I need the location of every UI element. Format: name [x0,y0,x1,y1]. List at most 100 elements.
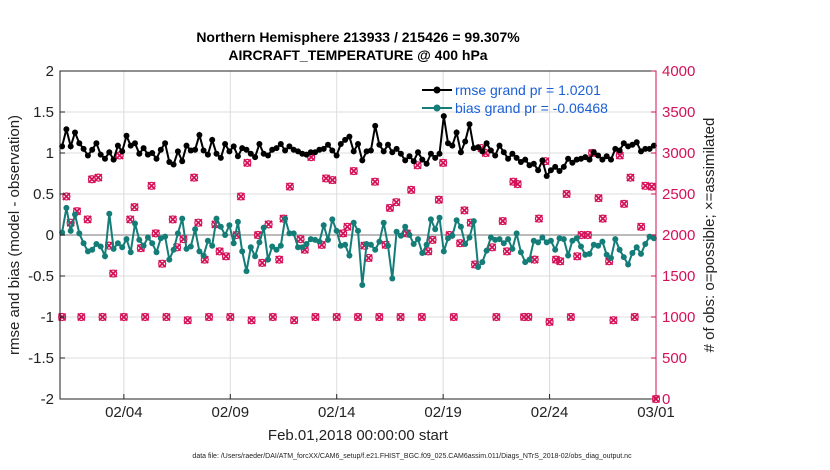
obs-possible-marker [349,166,358,176]
obs-assimilated-marker [487,243,497,252]
rmse-point [372,122,379,129]
rmse-point [560,163,567,170]
obs-count-point [353,312,363,322]
obs-count-point [268,312,277,322]
y-tick-label: -2 [41,391,54,408]
bias-point [256,239,263,246]
obs-count-point [109,269,118,278]
bias-point [67,227,74,234]
rmse-point [76,140,83,147]
obs-count-point [285,182,295,191]
y-tick-label: 2 [46,63,54,80]
obs-assimilated-marker [141,312,150,322]
bias-point [303,241,310,247]
obs-possible-marker [162,312,171,322]
obs-possible-marker [183,316,192,325]
bias-point [359,282,366,288]
bias-point [629,250,636,256]
bias-point [419,250,426,256]
obs-count-point [221,252,231,261]
obs-possible-marker [449,312,458,322]
obs-possible-marker [583,230,592,240]
x-axis-label: Feb.01,2018 00:00:00 start [268,427,449,444]
rmse-point [346,133,353,140]
rmse-point [217,154,224,161]
bias-point [595,242,602,249]
obs-possible-marker [83,215,92,224]
obs-assimilated-marker [98,312,107,322]
bias-point [350,219,357,226]
obs-possible-marker [285,182,294,191]
obs-possible-marker [264,220,273,229]
obs-count-point [385,203,395,213]
x-ticks: 02/04 02/09 02/14 02/19 02/24 03/01 [105,394,675,421]
obs-possible-marker [594,194,603,203]
bias-point [509,245,516,252]
rmse-point [646,145,653,152]
rmse-point [569,159,576,166]
obs-possible-marker [407,185,416,194]
obs-assimilated-marker [498,216,507,226]
x-tick-label: 02/14 [318,404,356,421]
bias-point [505,236,512,243]
obs-assimilated-marker [168,215,177,224]
obs-count-point [343,222,352,231]
rmse-point [466,121,473,128]
rmse-point [380,148,387,155]
bias-point [393,228,400,235]
obs-assimilated-marker [243,158,252,167]
obs-assimilated-marker [609,316,618,325]
bias-point [144,234,151,241]
rmse-point [123,132,130,139]
rmse-point [509,150,516,157]
rmse-point [453,129,460,136]
rmse-point [440,113,447,120]
rmse-point [590,149,597,156]
bias-point [277,242,284,249]
obs-count-point [98,312,107,322]
bias-point [119,244,126,251]
obs-possible-marker [158,259,167,268]
obs-count-point [428,235,437,245]
bias-point [299,244,306,251]
obs-count-point [545,317,554,327]
rmse-point [230,143,237,150]
obs-assimilated-marker [594,193,603,203]
bias-point [325,236,331,243]
bias-point [76,230,83,237]
obs-count-point [498,216,507,226]
obs-assimilated-marker [449,312,458,322]
rmse-point [149,150,156,156]
obs-assimilated-marker [87,175,97,184]
bias-point [170,246,177,253]
rmse-point [522,156,529,163]
x-tick-label: 03/01 [637,404,675,421]
bias-point [346,252,353,259]
obs-count-point [636,222,646,231]
obs-possible-marker [221,252,231,261]
rmse-point [539,157,546,164]
rmse-point [457,149,464,156]
bias-point [620,254,627,261]
obs-count-point [290,316,299,325]
bias-point [149,240,156,247]
bias-point [166,256,173,263]
bias-point [427,216,434,223]
obs-count-point [630,312,639,322]
obs-assimilated-marker [551,255,561,264]
bias-point [436,214,443,221]
bias-point [333,227,340,234]
rmse-point [402,157,409,164]
rmse-point [243,146,250,153]
obs-assimilated-marker [534,214,544,223]
rmse-point [565,155,572,162]
obs-count-point [626,173,635,182]
rmse-point [252,154,259,161]
obs-assimilated-marker [338,229,348,238]
rmse-point [80,145,87,152]
y-tick-label: 0.5 [33,186,54,203]
bias-point [355,227,361,234]
bias-point [496,236,503,243]
obs-possible-marker [375,312,384,322]
obs-assimilated-marker [647,182,656,191]
